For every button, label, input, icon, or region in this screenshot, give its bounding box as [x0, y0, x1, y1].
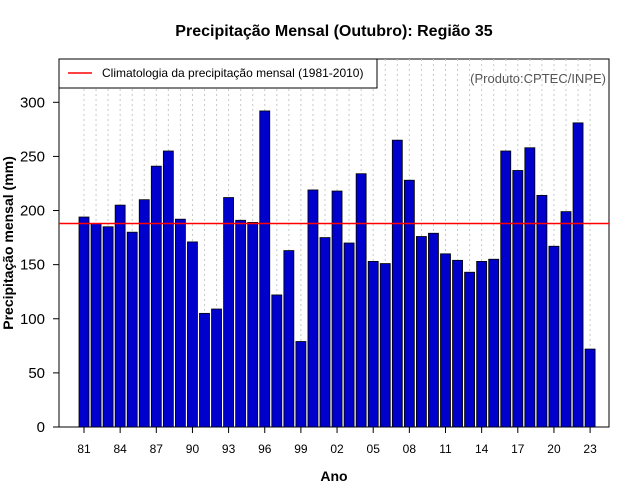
- bar-1997: [271, 294, 283, 428]
- bar-1987: [150, 165, 162, 428]
- x-tick-label: 96: [258, 442, 272, 456]
- x-tick-label: 87: [150, 442, 164, 456]
- x-axis-label: Ano: [320, 468, 347, 484]
- bar-2016: [500, 150, 512, 428]
- bar-1990: [187, 241, 198, 428]
- y-axis: 0 50 100 150 200 250 300: [20, 94, 59, 436]
- bar-2023: [584, 348, 596, 428]
- x-tick-label: 81: [77, 442, 91, 456]
- x-tick-label: 14: [475, 442, 489, 456]
- bar-2020: [548, 245, 560, 428]
- bar-1983: [102, 226, 114, 428]
- bar-2005: [367, 260, 379, 428]
- bar-2006: [379, 263, 391, 428]
- y-tick-label: 0: [37, 419, 45, 436]
- chart-title: Precipitação Mensal (Outubro): Região 35: [175, 23, 493, 40]
- legend: Climatologia da precipitação mensal (198…: [58, 58, 378, 89]
- y-tick-label: 50: [28, 365, 45, 382]
- x-tick-label: 05: [367, 442, 381, 456]
- x-axis: 81 84 87 90 93 96 99 02 05 08 11 14 17 20 23: [77, 427, 597, 456]
- bar-1991: [199, 312, 210, 428]
- bar-1986: [138, 199, 150, 428]
- bar-1998: [283, 250, 295, 428]
- bar-2015: [488, 258, 500, 428]
- x-tick-label: 93: [222, 442, 236, 456]
- y-tick-label: 150: [20, 257, 45, 274]
- bar-1995: [247, 222, 259, 428]
- x-tick-label: 17: [511, 442, 525, 456]
- y-tick-label: 100: [20, 311, 45, 328]
- credit-text: (Produto:CPTEC/INPE): [470, 71, 606, 86]
- bar-1984: [114, 204, 126, 428]
- legend-box: [58, 58, 378, 89]
- bar-2011: [440, 253, 451, 428]
- bar-2009: [415, 236, 427, 428]
- x-tick-label: 20: [547, 442, 561, 456]
- bar-1996: [259, 110, 271, 428]
- y-tick-label: 200: [20, 203, 45, 220]
- bar-1993: [223, 197, 235, 428]
- bar-2012: [452, 259, 463, 428]
- bar-1994: [235, 219, 247, 428]
- plot-area: [58, 58, 610, 428]
- x-tick-label: 90: [186, 442, 200, 456]
- bar-2021: [560, 211, 572, 428]
- bars: [78, 110, 596, 428]
- legend-climatology-label: Climatologia da precipitação mensal (198…: [102, 66, 363, 80]
- bar-1988: [162, 150, 174, 428]
- bar-1989: [174, 218, 186, 428]
- bar-1999: [295, 341, 307, 428]
- y-tick-label: 300: [20, 94, 45, 111]
- bar-2022: [572, 122, 584, 428]
- x-tick-label: 99: [294, 442, 308, 456]
- bar-2013: [464, 271, 476, 428]
- x-tick-label: 11: [439, 442, 452, 456]
- bar-2003: [343, 242, 355, 428]
- bar-2002: [331, 190, 343, 428]
- bar-1985: [126, 231, 138, 428]
- bar-2017: [512, 170, 524, 428]
- bar-1981: [78, 216, 90, 428]
- bar-1982: [90, 223, 102, 428]
- bar-2010: [428, 232, 439, 428]
- bar-2014: [476, 260, 488, 428]
- bar-2019: [536, 194, 548, 428]
- x-tick-label: 02: [330, 442, 344, 456]
- x-tick-label: 08: [403, 442, 417, 456]
- bar-2008: [403, 179, 415, 428]
- bar-2004: [355, 173, 367, 428]
- bar-2018: [524, 147, 536, 428]
- bar-2007: [391, 139, 403, 428]
- bar-2001: [319, 237, 331, 428]
- x-tick-label: 23: [583, 442, 597, 456]
- bar-2000: [307, 189, 319, 428]
- bar-1992: [211, 308, 222, 428]
- x-tick-label: 84: [113, 442, 127, 456]
- y-axis-label: Precipitação mensal (mm): [0, 156, 16, 330]
- y-tick-label: 250: [20, 148, 45, 165]
